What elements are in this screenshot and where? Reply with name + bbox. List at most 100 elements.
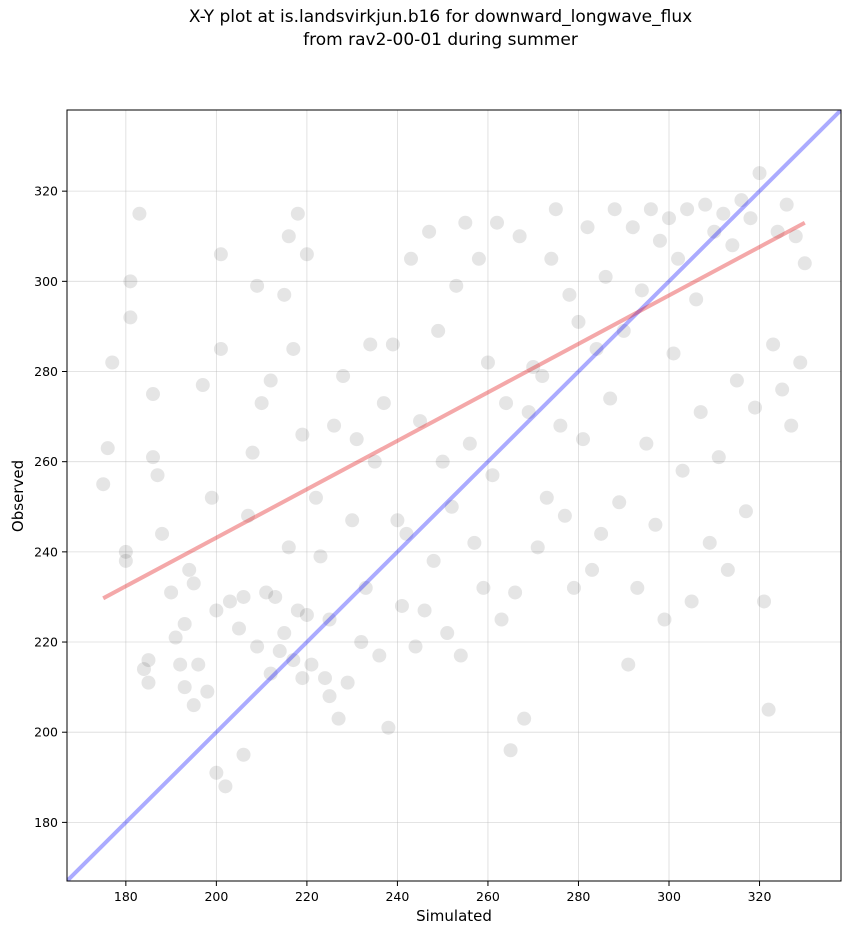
- data-point: [634, 283, 649, 298]
- data-point: [553, 418, 568, 433]
- data-point: [471, 251, 486, 266]
- x-tick-label: 320: [748, 889, 772, 904]
- data-point: [711, 450, 726, 465]
- data-point: [585, 562, 600, 577]
- data-point: [105, 355, 120, 370]
- data-point: [241, 508, 256, 523]
- data-point: [96, 477, 111, 492]
- data-point: [173, 657, 188, 672]
- data-point: [693, 405, 708, 420]
- data-point: [331, 711, 346, 726]
- x-tick-label: 220: [295, 889, 319, 904]
- data-point: [182, 562, 197, 577]
- data-point: [512, 229, 527, 244]
- data-point: [399, 526, 414, 541]
- reference-lines: [67, 110, 841, 881]
- data-point: [118, 553, 133, 568]
- x-tick-label: 180: [114, 889, 138, 904]
- data-point: [146, 387, 160, 402]
- data-point: [440, 626, 455, 641]
- data-point: [295, 427, 310, 442]
- data-point: [449, 278, 464, 293]
- data-point: [141, 653, 156, 668]
- data-point: [318, 671, 332, 686]
- data-point: [177, 617, 192, 631]
- data-point: [729, 373, 744, 388]
- x-tick-label: 240: [385, 889, 409, 904]
- data-point: [594, 526, 609, 541]
- data-point: [290, 206, 305, 221]
- data-point: [118, 544, 133, 559]
- data-point: [250, 278, 265, 293]
- data-point: [562, 287, 577, 302]
- data-point: [666, 346, 681, 361]
- data-point: [499, 396, 514, 411]
- data-point: [689, 292, 704, 307]
- data-point: [784, 418, 799, 433]
- data-point: [548, 202, 563, 217]
- data-point: [490, 215, 504, 230]
- data-point: [245, 445, 260, 460]
- data-point: [557, 508, 572, 523]
- data-point: [702, 535, 717, 550]
- data-point: [630, 580, 645, 595]
- x-tick-label: 300: [657, 889, 681, 904]
- data-point: [381, 720, 396, 735]
- data-point: [752, 166, 767, 181]
- data-point: [589, 341, 604, 356]
- one-to-one-line: [67, 110, 841, 881]
- data-point: [385, 337, 400, 352]
- x-tick-label: 260: [476, 889, 500, 904]
- data-point: [313, 549, 328, 564]
- data-point: [394, 598, 409, 613]
- data-point: [286, 653, 301, 668]
- data-point: [480, 355, 495, 370]
- data-point: [204, 490, 219, 505]
- data-point: [259, 585, 274, 600]
- y-tick-label: 180: [34, 815, 58, 830]
- data-point: [684, 594, 699, 609]
- gridlines: [67, 110, 841, 881]
- data-point: [363, 337, 378, 352]
- data-point: [254, 396, 269, 411]
- x-axis-label: Simulated: [416, 907, 492, 925]
- data-point: [340, 675, 355, 690]
- data-point: [290, 603, 305, 618]
- data-point: [426, 553, 441, 568]
- data-point: [508, 585, 523, 600]
- data-point: [345, 513, 360, 528]
- data-point: [698, 197, 713, 212]
- data-point: [535, 369, 550, 384]
- data-point: [295, 671, 310, 686]
- data-point: [222, 594, 237, 609]
- data-point: [372, 648, 387, 663]
- data-point: [336, 369, 351, 384]
- data-point: [404, 251, 418, 266]
- data-point: [571, 314, 586, 329]
- data-point: [146, 450, 160, 465]
- data-point: [304, 657, 319, 672]
- data-point: [734, 193, 749, 208]
- plot-frame: [66, 109, 842, 882]
- data-point: [766, 337, 781, 352]
- data-point: [761, 702, 776, 717]
- data-point: [164, 585, 179, 600]
- y-tick-label: 240: [34, 544, 58, 559]
- data-point: [680, 202, 695, 217]
- data-point: [322, 689, 337, 704]
- data-point: [263, 666, 278, 681]
- data-point: [467, 535, 482, 550]
- y-tick-label: 260: [34, 454, 58, 469]
- y-tick-label: 300: [34, 274, 58, 289]
- data-point: [743, 211, 758, 226]
- y-axis-label: Observed: [9, 460, 27, 532]
- data-point: [621, 657, 636, 672]
- data-point: [322, 612, 337, 627]
- data-point: [141, 675, 156, 690]
- data-point: [308, 490, 323, 505]
- data-point: [716, 206, 731, 221]
- data-point: [770, 224, 785, 239]
- y-tick-label: 280: [34, 364, 58, 379]
- data-point: [213, 247, 228, 262]
- data-point: [788, 229, 803, 244]
